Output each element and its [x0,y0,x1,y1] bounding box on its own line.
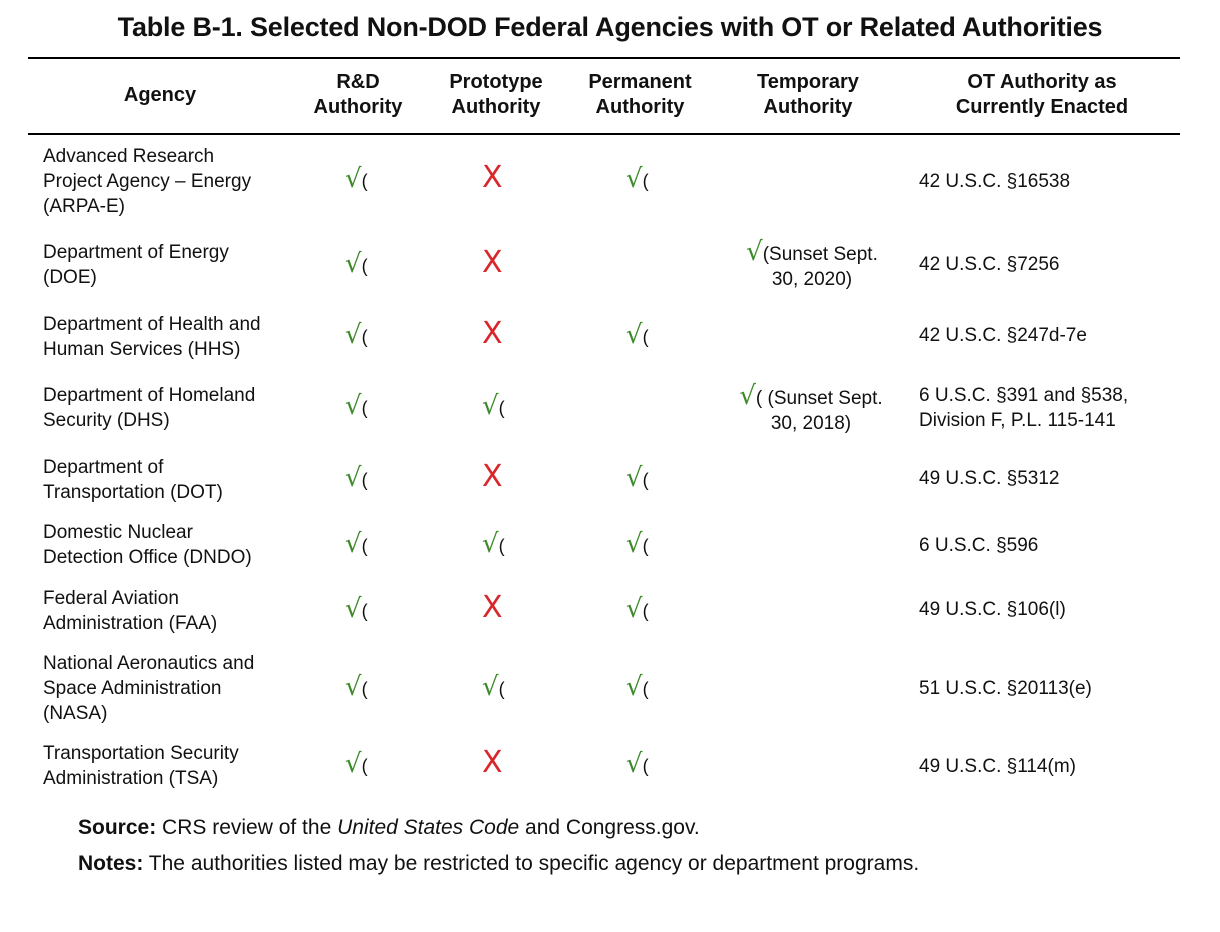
permanent-check-icon: √( [626,463,649,493]
prototype-check-icon: √( [482,672,505,702]
temporary-check-icon: √ [739,381,756,411]
ot-citation: 42 U.S.C. §7256 [919,254,1060,275]
prototype-cross-icon: X [482,459,503,494]
rd-check-icon: √( [345,164,368,194]
header-ot-authority: OT Authority as Currently Enacted [955,71,1129,118]
rd-check-icon: √( [345,594,368,624]
agency-name: Federal Aviation Administration (FAA) [43,588,218,634]
ot-citation: 42 U.S.C. §16538 [919,171,1071,192]
notes-label: Notes: [78,852,144,875]
source-italic: United States Code [337,816,520,839]
header-agency: Agency [123,84,197,106]
agency-name: Department of Health and Human Services (… [43,314,261,360]
permanent-check-icon: √( [626,749,649,779]
rd-check-icon: √( [345,672,368,702]
prototype-cross-icon: X [482,745,503,780]
temporary-check-icon: √ [746,237,763,267]
agency-name: Department of Energy (DOE) [43,242,229,288]
permanent-check-icon: √( [626,529,649,559]
header-rd-authority: R&D Authority [313,71,403,118]
ot-citation: 6 U.S.C. §596 [919,535,1039,556]
agency-name: Department of Transportation (DOT) [43,457,223,503]
agency-name: Department of Homeland Security (DHS) [43,385,256,431]
agency-name: Domestic Nuclear Detection Office (DNDO) [43,522,252,568]
prototype-cross-icon: X [482,316,503,351]
prototype-cross-icon: X [482,590,503,625]
ot-citation: 49 U.S.C. §106(l) [919,599,1066,620]
top-rule [28,57,1180,59]
permanent-check-icon: √( [626,320,649,350]
ot-citation: 6 U.S.C. §391 and §538, Division F, P.L.… [919,385,1129,431]
header-prototype-authority: Prototype Authority [449,71,543,118]
temporary-authority-note: √( (Sunset Sept. 30, 2018) [739,381,883,434]
prototype-check-icon: √( [482,529,505,559]
ot-citation: 51 U.S.C. §20113(e) [919,678,1092,699]
table-title: Table B-1. Selected Non-DOD Federal Agen… [117,12,1103,42]
ot-citation: 49 U.S.C. §114(m) [919,756,1076,777]
ot-citation: 42 U.S.C. §247d-7e [919,325,1087,346]
agency-name: Advanced Research Project Agency – Energy… [43,146,252,217]
rd-check-icon: √( [345,249,368,279]
permanent-check-icon: √( [626,672,649,702]
rd-check-icon: √( [345,320,368,350]
permanent-check-icon: √( [626,164,649,194]
rd-check-icon: √( [345,529,368,559]
temporary-authority-note: √(Sunset Sept. 30, 2020) [746,237,878,290]
rd-check-icon: √( [345,749,368,779]
header-rule [28,133,1180,135]
source-note: Source: CRS review of the United States … [78,816,700,839]
prototype-cross-icon: X [482,245,503,280]
permanent-check-icon: √( [626,594,649,624]
agency-name: National Aeronautics and Space Administra… [43,653,255,724]
rd-check-icon: √( [345,463,368,493]
header-permanent-authority: Permanent Authority [588,71,692,118]
header-temporary-authority: Temporary Authority [757,71,859,118]
ot-citation: 49 U.S.C. §5312 [919,468,1060,489]
rd-check-icon: √( [345,391,368,421]
notes-note: Notes: The authorities listed may be res… [78,852,920,875]
agency-name: Transportation Security Administration (T… [43,743,239,789]
prototype-check-icon: √( [482,391,505,421]
prototype-cross-icon: X [482,160,503,195]
source-label: Source: [78,816,157,839]
